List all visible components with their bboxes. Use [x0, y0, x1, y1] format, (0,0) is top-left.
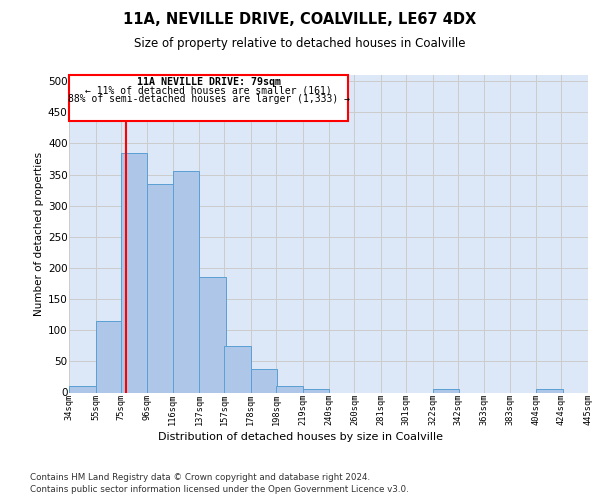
Text: 11A NEVILLE DRIVE: 79sqm: 11A NEVILLE DRIVE: 79sqm [137, 78, 281, 88]
Bar [147, 184, 174, 392]
Text: 88% of semi-detached houses are larger (1,333) →: 88% of semi-detached houses are larger (… [68, 94, 350, 104]
Bar [69, 386, 95, 392]
Bar [199, 278, 226, 392]
Bar [121, 153, 147, 392]
Bar [224, 346, 251, 393]
Bar [69, 75, 348, 121]
Bar [276, 386, 302, 392]
Bar [95, 321, 122, 392]
Bar [173, 172, 199, 392]
Bar [302, 389, 329, 392]
Y-axis label: Number of detached properties: Number of detached properties [34, 152, 44, 316]
Text: Size of property relative to detached houses in Coalville: Size of property relative to detached ho… [134, 38, 466, 51]
Text: Contains HM Land Registry data © Crown copyright and database right 2024.: Contains HM Land Registry data © Crown c… [30, 472, 370, 482]
Text: ← 11% of detached houses are smaller (161): ← 11% of detached houses are smaller (16… [85, 86, 332, 96]
Text: Contains public sector information licensed under the Open Government Licence v3: Contains public sector information licen… [30, 485, 409, 494]
Bar [251, 369, 277, 392]
Bar [433, 390, 459, 392]
Text: Distribution of detached houses by size in Coalville: Distribution of detached houses by size … [157, 432, 443, 442]
Text: 11A, NEVILLE DRIVE, COALVILLE, LE67 4DX: 11A, NEVILLE DRIVE, COALVILLE, LE67 4DX [124, 12, 476, 28]
Bar [536, 390, 563, 392]
